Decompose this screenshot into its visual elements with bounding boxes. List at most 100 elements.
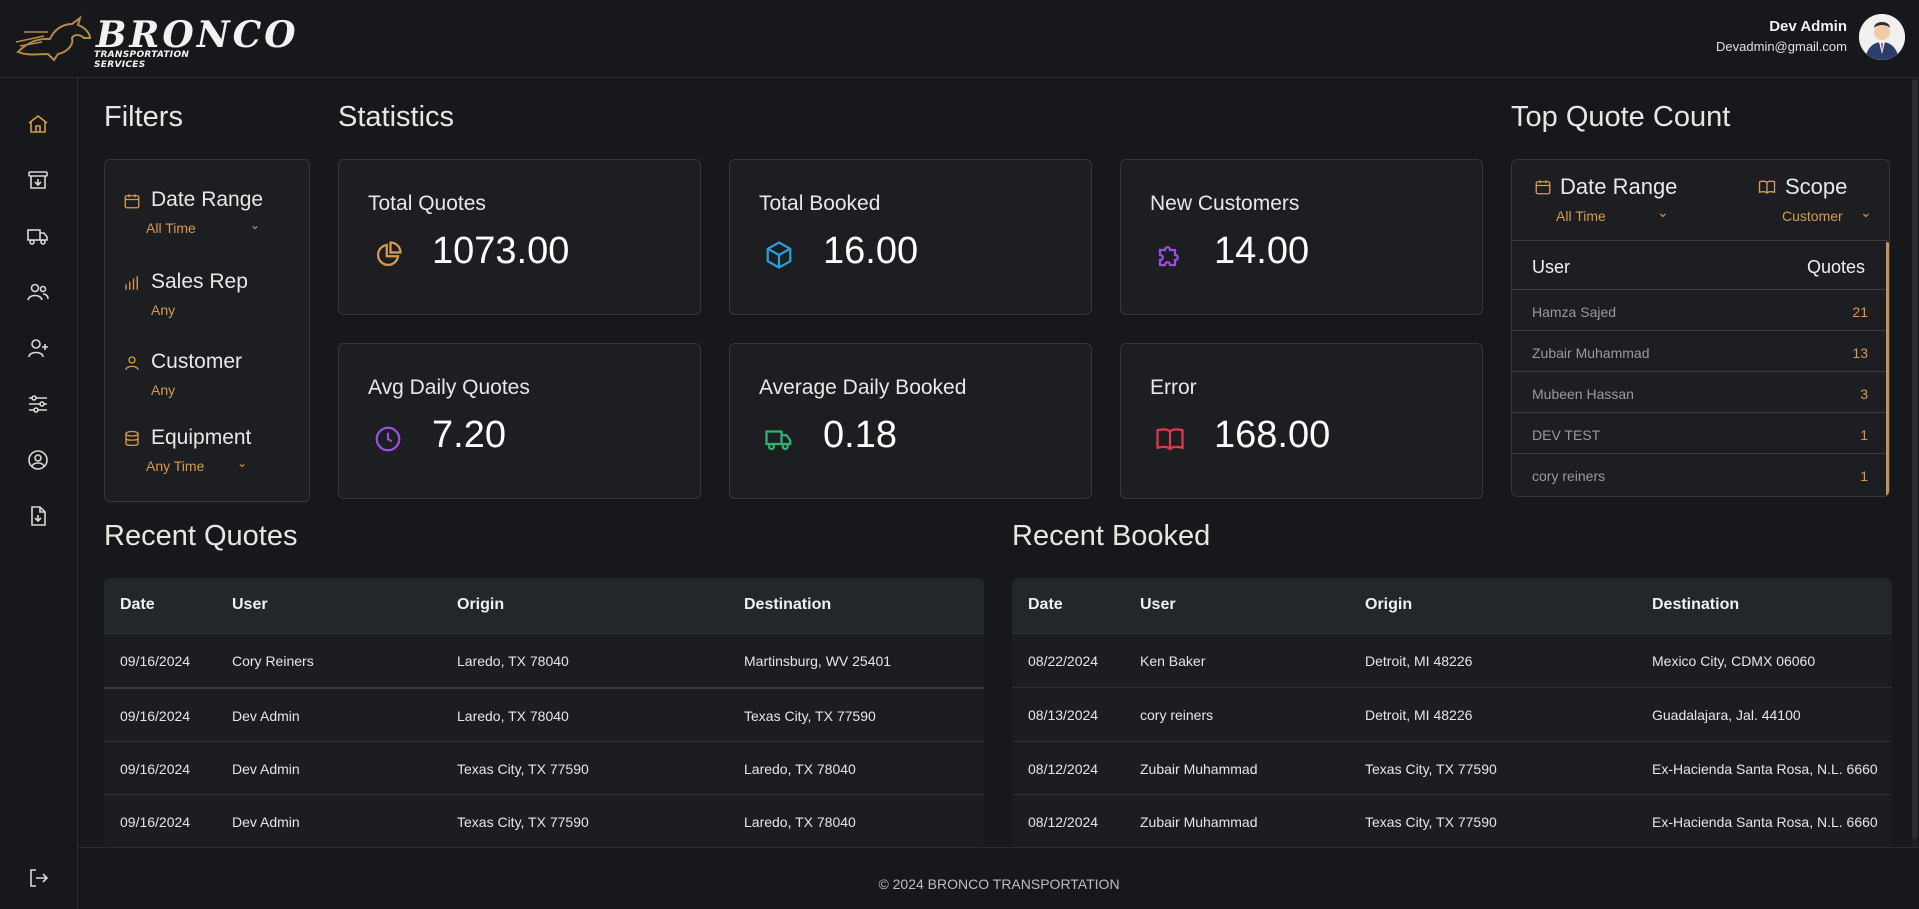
statistics-title: Statistics (338, 101, 455, 133)
filter-label: Date Range (151, 188, 264, 211)
origin-cell: Texas City, TX 77590 (1365, 761, 1497, 777)
col-origin: Origin (1365, 596, 1413, 613)
table-header: Date User Origin Destination (1012, 578, 1892, 633)
scrollbar-thumb[interactable] (1886, 242, 1889, 496)
archive-icon[interactable] (26, 168, 52, 194)
recent-quotes-table: Date User Origin Destination 09/16/2024 … (104, 578, 984, 847)
logout-icon[interactable] (26, 866, 52, 892)
filter-label: Equipment (151, 426, 252, 449)
stat-value: 0.18 (823, 414, 897, 456)
col-quotes-header: Quotes (1806, 257, 1865, 277)
chevron-down-icon[interactable]: ⌄ (1860, 204, 1872, 220)
destination-cell: Laredo, TX 78040 (744, 761, 856, 777)
top-quote-date-label: Date Range (1560, 174, 1678, 199)
filter-value: Any (151, 382, 176, 398)
user-cell: cory reiners (1140, 707, 1214, 723)
table-row[interactable]: 08/13/2024 cory reiners Detroit, MI 4822… (1012, 687, 1892, 741)
origin-cell: Texas City, TX 77590 (457, 814, 589, 830)
origin-cell: Detroit, MI 48226 (1365, 653, 1473, 669)
stat-label: New Customers (1150, 192, 1300, 215)
user-circle-icon[interactable] (26, 448, 52, 474)
users-icon[interactable] (26, 280, 52, 306)
top-quote-scope-label: Scope (1785, 174, 1848, 199)
pie-chart-icon (377, 241, 402, 266)
user-cell: Ken Baker (1140, 653, 1206, 669)
list-item[interactable]: Zubair Muhammad 13 (1512, 330, 1888, 371)
truck-icon[interactable] (26, 224, 52, 250)
horse-logo-icon (15, 15, 92, 62)
date-cell: 09/16/2024 (120, 814, 191, 830)
page-scrollbar[interactable] (1912, 79, 1918, 847)
top-quote-date-value[interactable]: All Time (1556, 208, 1606, 224)
list-item[interactable]: Hamza Sajed 21 (1512, 289, 1888, 330)
stat-value: 14.00 (1214, 230, 1310, 272)
chevron-down-icon: ⌄ (250, 218, 261, 232)
list-item[interactable]: Mubeen Hassan 3 (1512, 371, 1888, 412)
user-cell: Dev Admin (232, 708, 300, 724)
sliders-icon[interactable] (26, 392, 52, 418)
stat-card-total-booked: Total Booked 16.00 (729, 159, 1092, 315)
user-cell: cory reiners (1532, 468, 1606, 484)
user-cell: Mubeen Hassan (1532, 386, 1634, 402)
table-row[interactable]: 09/16/2024 Dev Admin Texas City, TX 7759… (104, 741, 984, 795)
filters-card: Date Range All Time ⌄ Sales Rep Any Cust… (104, 159, 310, 502)
table-row[interactable]: 09/16/2024 Cory Reiners Laredo, TX 78040… (104, 633, 984, 687)
home-icon[interactable] (26, 112, 52, 138)
brand-subtitle: TRANSPORTATION SERVICES (94, 50, 190, 70)
top-quote-scope-value[interactable]: Customer (1782, 208, 1843, 224)
stat-card-total-quotes: Total Quotes 1073.00 (338, 159, 701, 315)
table-row[interactable]: 09/16/2024 Dev Admin Texas City, TX 7759… (104, 794, 984, 847)
file-download-icon[interactable] (26, 504, 52, 530)
top-quote-title: Top Quote Count (1511, 101, 1731, 133)
col-destination: Destination (744, 596, 832, 613)
filter-value: Any Time (146, 458, 205, 474)
filter-label: Sales Rep (151, 270, 248, 293)
list-item[interactable]: cory reiners 1 (1512, 453, 1888, 494)
stat-value: 1073.00 (432, 230, 570, 272)
table-header: Date User Origin Destination (104, 578, 984, 633)
list-item[interactable]: DEV TEST 1 (1512, 412, 1888, 453)
book-open-icon (1758, 180, 1776, 194)
destination-cell: Laredo, TX 78040 (744, 814, 856, 830)
user-name: Dev Admin (1769, 18, 1847, 35)
date-cell: 09/16/2024 (120, 653, 191, 669)
scrollbar-thumb[interactable] (1912, 79, 1918, 839)
quotes-cell: 1 (1860, 427, 1868, 443)
stat-value: 168.00 (1214, 414, 1331, 456)
user-icon (125, 356, 139, 370)
top-quote-card: Date Range All Time ⌄ Scope Customer ⌄ U… (1511, 159, 1890, 497)
destination-cell: Ex-Hacienda Santa Rosa, N.L. 6660 (1652, 814, 1878, 830)
brand-logo[interactable]: BRONCO TRANSPORTATION SERVICES (14, 10, 296, 70)
bar-chart-icon (125, 276, 138, 290)
clock-icon (375, 426, 401, 452)
stat-value: 7.20 (432, 414, 506, 456)
stat-label: Total Booked (759, 192, 881, 215)
destination-cell: Texas City, TX 77590 (744, 708, 876, 724)
stat-card-average-daily-booked: Average Daily Booked 0.18 (729, 343, 1092, 499)
user-cell: Dev Admin (232, 814, 300, 830)
col-origin: Origin (457, 596, 505, 613)
quotes-cell: 3 (1860, 386, 1868, 402)
destination-cell: Mexico City, CDMX 06060 (1652, 653, 1816, 669)
table-row[interactable]: 09/16/2024 Dev Admin Laredo, TX 78040 Te… (104, 687, 984, 741)
stat-card-error: Error 168.00 (1120, 343, 1483, 499)
divider (1512, 240, 1888, 241)
user-info[interactable]: Dev Admin Devadmin@gmail.com (1716, 18, 1847, 54)
date-cell: 09/16/2024 (120, 761, 191, 777)
user-cell: DEV TEST (1532, 427, 1601, 443)
user-plus-icon[interactable] (26, 336, 52, 362)
avatar[interactable] (1859, 14, 1905, 60)
origin-cell: Laredo, TX 78040 (457, 653, 569, 669)
table-row[interactable]: 08/22/2024 Ken Baker Detroit, MI 48226 M… (1012, 633, 1892, 687)
origin-cell: Laredo, TX 78040 (457, 708, 569, 724)
database-icon (125, 430, 139, 447)
book-open-icon (1156, 428, 1184, 451)
col-date: Date (120, 596, 155, 613)
origin-cell: Texas City, TX 77590 (457, 761, 589, 777)
chevron-down-icon[interactable]: ⌄ (1657, 204, 1669, 220)
destination-cell: Ex-Hacienda Santa Rosa, N.L. 6660 (1652, 761, 1878, 777)
table-row[interactable]: 08/12/2024 Zubair Muhammad Texas City, T… (1012, 741, 1892, 795)
stat-card-new-customers: New Customers 14.00 (1120, 159, 1483, 315)
quotes-cell: 1 (1860, 468, 1868, 484)
table-row[interactable]: 08/12/2024 Zubair Muhammad Texas City, T… (1012, 794, 1892, 847)
